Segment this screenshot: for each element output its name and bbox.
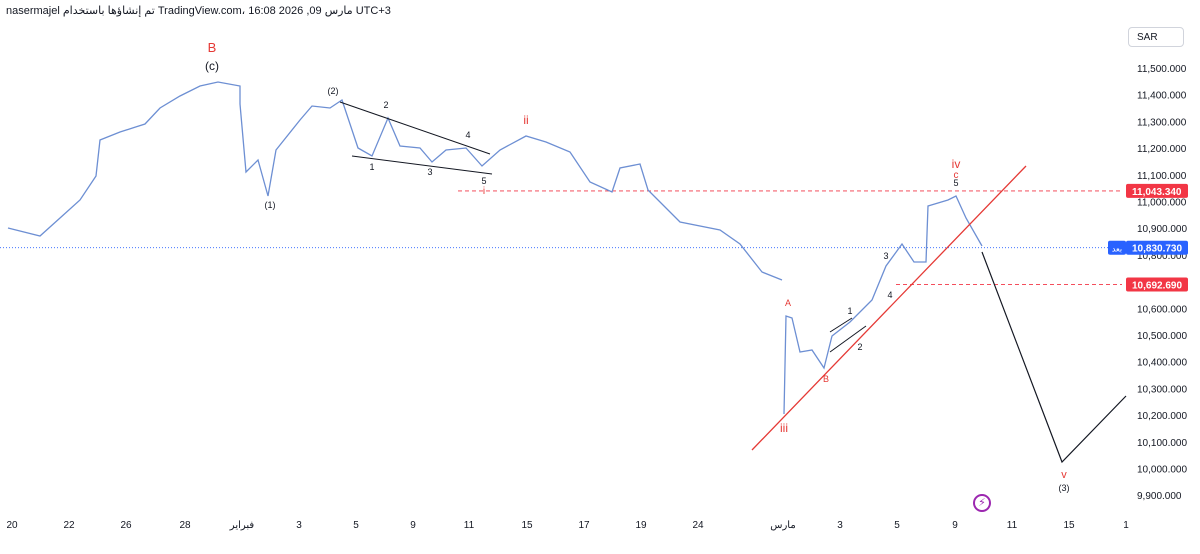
wave-label: (c) bbox=[205, 59, 219, 73]
wave-label: 1 bbox=[847, 306, 852, 316]
wave-label: (2) bbox=[328, 86, 339, 96]
wave-label: ii bbox=[523, 113, 528, 127]
x-tick-label: 1 bbox=[1123, 520, 1129, 531]
y-tick-label: 10,900.000 bbox=[1137, 224, 1187, 235]
wave-label: 3 bbox=[427, 167, 432, 177]
y-tick-label: 10,800.000 bbox=[1137, 251, 1187, 262]
y-tick-label: 11,200.000 bbox=[1137, 144, 1187, 155]
x-tick-label: 19 bbox=[635, 520, 647, 531]
x-tick-label: 11 bbox=[464, 520, 475, 531]
wave-label: B bbox=[823, 374, 829, 384]
triangle-line bbox=[351, 155, 493, 175]
x-tick-label: 17 bbox=[578, 520, 590, 531]
y-tick-label: 10,000.000 bbox=[1137, 465, 1187, 476]
x-tick-label: 26 bbox=[120, 520, 132, 531]
y-tick-label: 11,300.000 bbox=[1137, 117, 1187, 128]
wave-label: 3 bbox=[883, 251, 888, 261]
triangle-line bbox=[339, 101, 491, 155]
y-tick-label: 11,400.000 bbox=[1137, 91, 1187, 102]
x-tick-label: 24 bbox=[692, 520, 704, 531]
trend-line bbox=[751, 165, 1027, 451]
wave-label: 5 bbox=[953, 178, 958, 188]
wave-label: v bbox=[1061, 469, 1067, 481]
x-tick-label: 28 bbox=[179, 520, 191, 531]
y-tick-label: 11,500.000 bbox=[1137, 64, 1187, 75]
wedge-line bbox=[829, 317, 853, 333]
wave-label: 4 bbox=[887, 290, 892, 300]
wave-label: iv bbox=[952, 157, 961, 171]
price-tag bbox=[1126, 277, 1188, 292]
y-tick-label: 10,500.000 bbox=[1137, 331, 1187, 342]
y-tick-label: 11,100.000 bbox=[1137, 171, 1187, 182]
x-tick-label: 15 bbox=[521, 520, 533, 531]
y-tick-label: 10,100.000 bbox=[1137, 438, 1187, 449]
chart-header: nasermajel تم إنشاؤها باستخدام TradingVi… bbox=[6, 5, 391, 17]
x-tick-label: 3 bbox=[296, 520, 302, 531]
x-tick-label: 5 bbox=[353, 520, 359, 531]
y-tick-label: 10,600.000 bbox=[1137, 304, 1187, 315]
projected-wave-path bbox=[981, 251, 1127, 464]
y-tick-label: 10,300.000 bbox=[1137, 384, 1187, 395]
y-tick-label: 9,900.000 bbox=[1137, 491, 1182, 502]
wave-label: (1) bbox=[265, 200, 276, 210]
wave-label: (3) bbox=[1059, 483, 1070, 493]
wedge-line bbox=[829, 325, 867, 353]
wave-label: 4 bbox=[465, 130, 470, 140]
wave-label: 2 bbox=[857, 342, 862, 352]
wave-label: 1 bbox=[369, 162, 374, 172]
price-line bbox=[783, 195, 983, 415]
price-tag-label: بعد bbox=[1112, 245, 1122, 254]
price-tag bbox=[1126, 240, 1188, 255]
x-tick-label: 22 bbox=[63, 520, 75, 531]
x-tick-label: 20 bbox=[6, 520, 18, 531]
wave-label: 5 bbox=[481, 176, 486, 186]
currency-button[interactable]: SAR bbox=[1128, 27, 1184, 47]
wave-label: iii bbox=[780, 421, 788, 435]
x-tick-label: مارس bbox=[770, 520, 795, 531]
price-tag-label: 10,830.730 bbox=[1132, 244, 1182, 255]
price-tag bbox=[1108, 240, 1126, 255]
x-tick-label: 9 bbox=[410, 520, 416, 531]
x-tick-label: 5 bbox=[894, 520, 900, 531]
price-tag bbox=[1126, 183, 1188, 198]
x-tick-label: 15 bbox=[1063, 520, 1075, 531]
price-tag-label: 11,043.340 bbox=[1132, 187, 1182, 198]
lightning-bolt-icon[interactable]: ⚡ bbox=[973, 494, 991, 512]
wave-label: A bbox=[785, 298, 791, 308]
price-line bbox=[7, 81, 783, 281]
y-tick-label: 10,200.000 bbox=[1137, 411, 1187, 422]
wave-label: 2 bbox=[383, 100, 388, 110]
x-tick-label: 3 bbox=[837, 520, 843, 531]
wave-label: B bbox=[208, 40, 217, 55]
y-tick-label: 10,400.000 bbox=[1137, 358, 1187, 369]
wave-label: c bbox=[954, 170, 959, 181]
x-tick-label: 11 bbox=[1007, 520, 1018, 531]
price-tag-label: 10,692.690 bbox=[1132, 281, 1182, 292]
x-tick-label: فبراير bbox=[229, 520, 255, 531]
y-tick-label: 11,000.000 bbox=[1137, 198, 1187, 209]
x-tick-label: 9 bbox=[952, 520, 958, 531]
wave-label: i bbox=[483, 186, 485, 197]
